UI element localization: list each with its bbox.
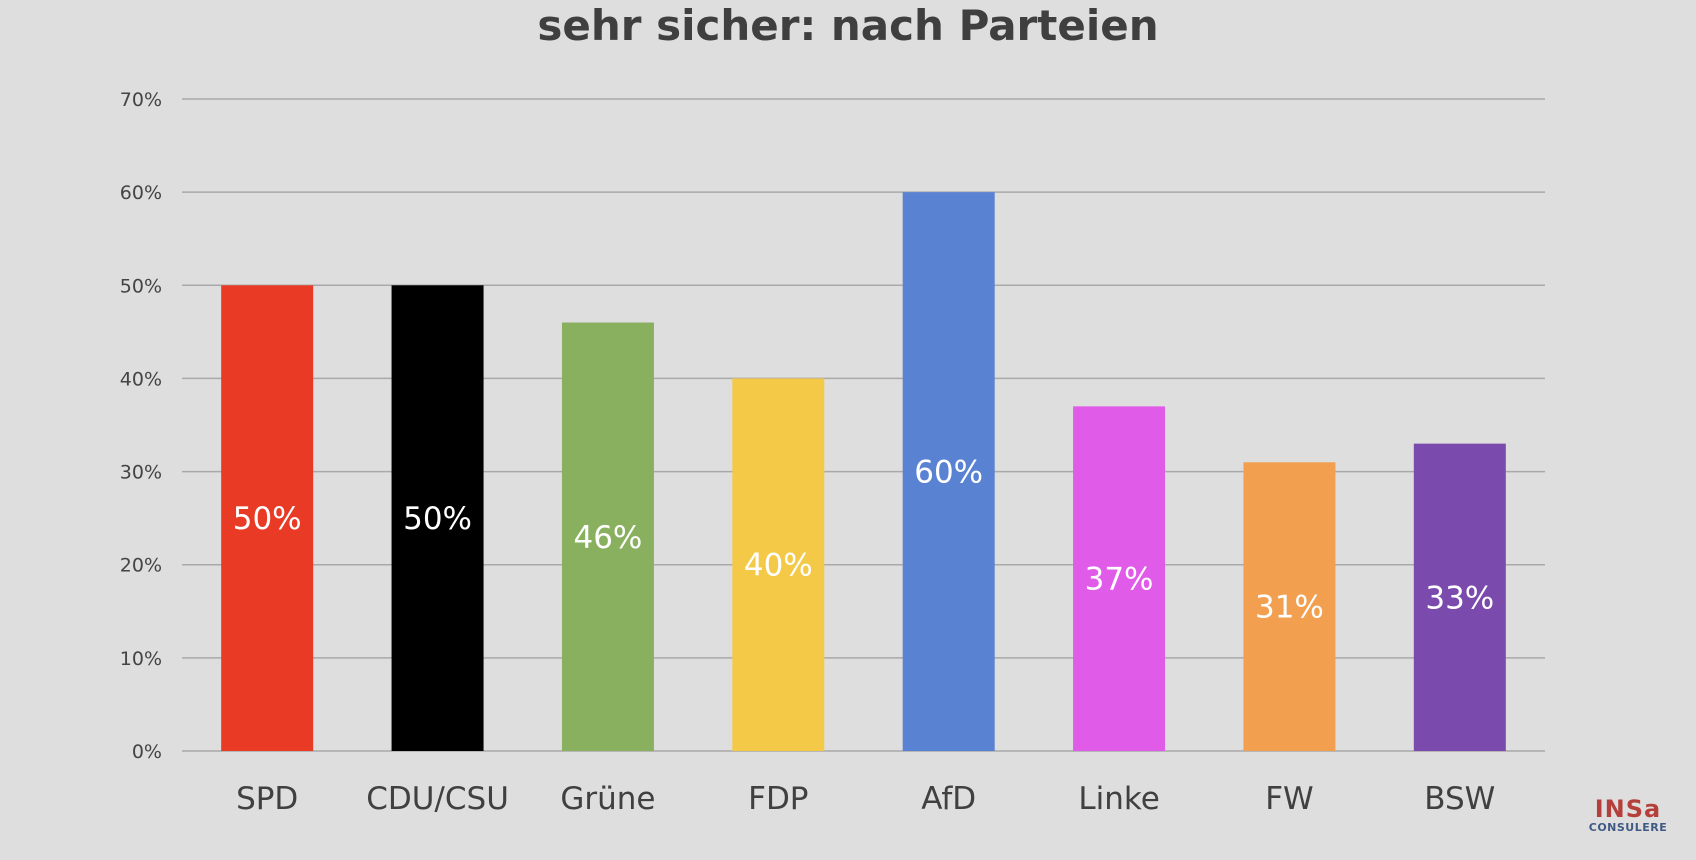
y-tick-label: 10% xyxy=(120,648,162,670)
chart-title: sehr sicher: nach Parteien xyxy=(537,1,1158,50)
y-tick-label: 0% xyxy=(132,741,162,763)
data-label: 37% xyxy=(1085,562,1154,598)
bar-afd xyxy=(902,192,995,752)
x-category-label: Grüne xyxy=(560,781,655,817)
data-label: 33% xyxy=(1425,580,1494,616)
data-labels: 50% 50% 46% 40% 60% 37% 31% 33% xyxy=(233,455,1495,626)
y-tick-label: 40% xyxy=(120,368,162,390)
x-category-label: Linke xyxy=(1078,781,1159,817)
data-label: 50% xyxy=(233,501,302,537)
x-category-label: FW xyxy=(1265,781,1313,817)
data-label: 60% xyxy=(914,455,983,491)
y-tick-label: 70% xyxy=(120,89,162,111)
y-tick-label: 50% xyxy=(120,275,162,297)
bar-gr-ne xyxy=(561,322,654,751)
bar-cdu-csu xyxy=(391,285,484,751)
x-axis-categories: SPD CDU/CSU Grüne FDP AfD Linke FW BSW xyxy=(236,781,1495,817)
grid-lines xyxy=(182,98,1545,752)
bar-fw xyxy=(1243,462,1336,751)
x-category-label: CDU/CSU xyxy=(366,781,509,817)
bar-bsw xyxy=(1413,443,1506,751)
bars xyxy=(221,192,1506,752)
data-label: 46% xyxy=(573,520,642,556)
x-category-label: SPD xyxy=(236,781,298,817)
x-category-label: FDP xyxy=(748,781,808,817)
data-label: 31% xyxy=(1255,590,1324,626)
bar-spd xyxy=(221,285,314,751)
y-tick-label: 60% xyxy=(120,182,162,204)
data-label: 50% xyxy=(403,501,472,537)
logo-main-text: INSa xyxy=(1594,795,1662,823)
x-category-label: AfD xyxy=(921,781,976,817)
bar-fdp xyxy=(732,378,825,751)
y-axis-ticks: 0% 10% 20% 30% 40% 50% 60% 70% xyxy=(120,89,162,763)
x-category-label: BSW xyxy=(1424,781,1495,817)
data-label: 40% xyxy=(744,548,813,584)
insa-consulere-logo: INSa CONSULERE xyxy=(1588,797,1668,833)
bar-linke xyxy=(1073,406,1166,751)
y-tick-label: 20% xyxy=(120,555,162,577)
logo-sub-text: CONSULERE xyxy=(1588,821,1668,834)
y-tick-label: 30% xyxy=(120,462,162,484)
